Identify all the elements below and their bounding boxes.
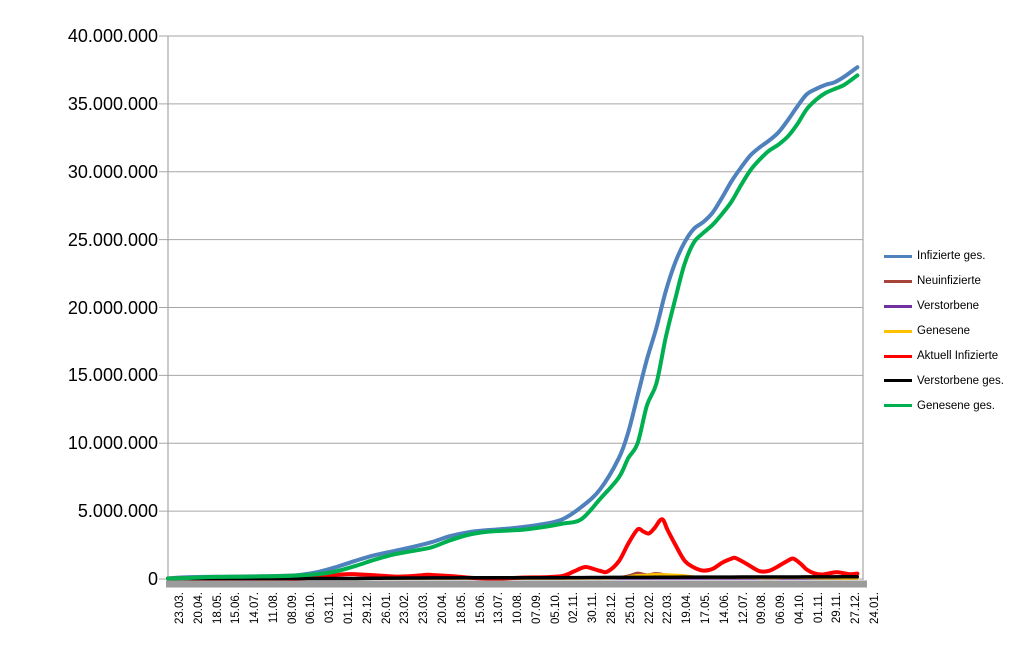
y-axis-tick-label: 0 — [147, 569, 158, 589]
x-axis-tick-label: 15.06. — [474, 592, 487, 624]
x-axis-tick-label: 26.01. — [380, 592, 393, 624]
legend-label: Aktuell Infizierte — [917, 350, 999, 362]
x-axis-tick-label: 12.07. — [737, 592, 750, 624]
legend-item: Genesene ges. — [884, 393, 1004, 418]
x-axis-tick-label: 01.12. — [343, 592, 356, 624]
series-line-aktuell-infizierte — [166, 517, 860, 581]
legend-swatch — [884, 254, 912, 258]
series-line-infizierte-ges — [166, 65, 860, 581]
legend-label: Genesene — [917, 325, 971, 338]
x-axis-tick-label: 23.03. — [418, 592, 431, 624]
legend-swatch — [884, 354, 912, 358]
series-line-verstorbene-ges — [166, 575, 860, 581]
x-axis-tick-label: 14.06. — [718, 592, 731, 624]
x-axis-tick-label: 28.12. — [606, 592, 619, 624]
chart-legend: Infizierte ges. Neuinfizierte Verstorbene G… — [884, 244, 1004, 418]
x-axis-tick-label: 20.04. — [436, 592, 449, 624]
legend-item: Infizierte ges. — [884, 244, 1004, 269]
x-axis-tick-label: 08.09. — [286, 592, 299, 624]
x-axis-tick-label: 23.02. — [399, 592, 412, 624]
x-axis-tick-label: 24.01. — [869, 592, 881, 624]
legend-swatch — [884, 279, 912, 283]
legend-swatch — [884, 404, 912, 408]
y-axis-tick-label: 30.000.000 — [67, 161, 158, 182]
x-axis-tick-label: 22.02. — [643, 592, 656, 624]
x-axis-tick-label: 27.12. — [850, 592, 863, 624]
x-axis-tick-label: 04.10. — [793, 592, 806, 624]
x-axis-tick-label: 05.10. — [549, 592, 562, 624]
legend-label: Verstorbene ges. — [917, 374, 1004, 387]
x-axis-tick-label: 03.11. — [324, 592, 337, 624]
y-axis-tick-label: 40.000.000 — [67, 26, 158, 46]
x-axis-tick-label: 18.05. — [455, 592, 468, 624]
x-axis-tick-label: 11.08. — [267, 592, 280, 624]
y-axis-tick-label: 15.000.000 — [67, 365, 158, 386]
x-axis-tick-label: 01.11. — [812, 592, 825, 624]
legend-label: Verstorbene — [917, 300, 980, 313]
legend-item: Neuinfizierte — [884, 269, 1004, 294]
x-axis-tick-label: 15.06. — [230, 592, 243, 624]
x-axis-tick-label: 19.04. — [681, 592, 694, 624]
y-axis-tick-label: 25.000.000 — [67, 229, 158, 250]
x-axis-tick-label: 29.11. — [831, 592, 844, 624]
legend-swatch — [884, 379, 912, 383]
legend-item: Aktuell Infizierte — [884, 344, 1004, 369]
legend-item: Genesene — [884, 319, 1004, 344]
y-axis-tick-label: 20.000.000 — [67, 297, 158, 318]
x-axis-tick-label: 14.07. — [249, 592, 262, 624]
x-axis-tick-label: 30.11. — [587, 592, 600, 624]
x-axis-tick-label: 22.03. — [662, 592, 675, 624]
x-axis-tick-label: 07.09. — [530, 592, 543, 624]
x-axis-tick-label: 13.07. — [493, 592, 506, 624]
x-axis-tick-label: 18.05. — [211, 592, 224, 624]
x-axis-tick-label: 10.08. — [512, 592, 525, 624]
legend-label: Neuinfizierte — [917, 275, 981, 288]
x-axis-tick-label: 20.04. — [192, 592, 205, 624]
x-axis-tick-label: 06.10. — [305, 592, 318, 624]
x-axis-tick-label: 02.11. — [568, 592, 581, 624]
x-axis-tick-label: 09.08. — [756, 592, 769, 624]
x-axis-tick-label: 25.01. — [624, 592, 637, 624]
legend-swatch — [884, 304, 912, 308]
series-line-genesene-ges — [166, 73, 860, 581]
legend-item: Verstorbene — [884, 294, 1004, 319]
x-axis-bar — [166, 580, 867, 588]
y-axis-tick-label: 5.000.000 — [77, 501, 158, 522]
x-axis-tick-label: 29.12. — [361, 592, 374, 624]
legend-item: Verstorbene ges. — [884, 368, 1004, 393]
x-axis-tick-label: 23.03. — [174, 592, 186, 624]
legend-label: Genesene ges. — [917, 399, 996, 412]
legend-label: Infizierte ges. — [917, 250, 986, 263]
y-axis-tick-label: 10.000.000 — [67, 433, 158, 454]
x-axis-tick-label: 17.05. — [699, 592, 712, 624]
y-axis-tick-label: 35.000.000 — [67, 93, 158, 114]
x-axis-tick-label: 06.09. — [775, 592, 788, 624]
legend-swatch — [884, 329, 912, 333]
